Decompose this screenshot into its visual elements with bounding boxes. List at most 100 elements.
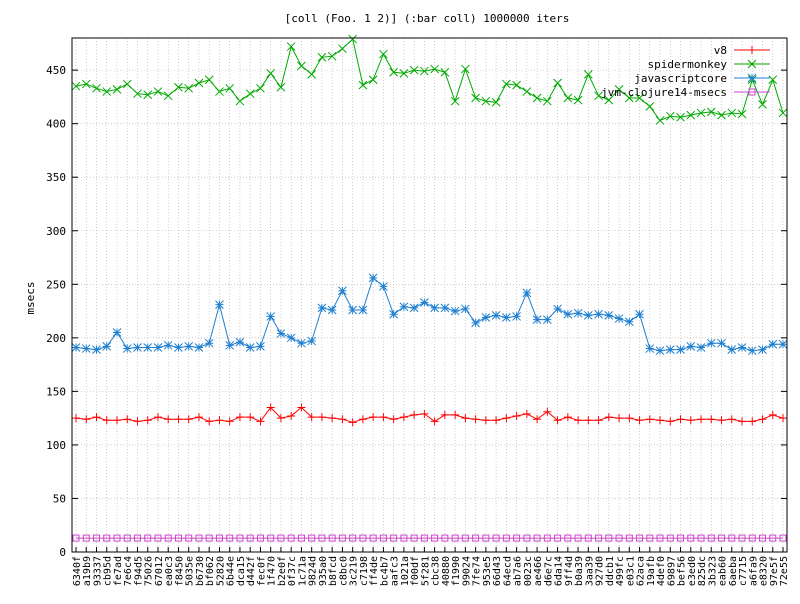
data-point xyxy=(256,83,265,93)
data-point xyxy=(420,534,428,542)
data-point xyxy=(420,298,429,307)
data-point xyxy=(276,82,286,92)
data-point xyxy=(92,345,101,354)
x-tick-label: d442f xyxy=(246,556,257,586)
data-point xyxy=(348,418,357,427)
data-point xyxy=(677,534,685,542)
data-point xyxy=(430,303,439,313)
x-tick-label: 72e55 xyxy=(779,556,790,586)
data-point xyxy=(646,534,654,542)
data-point xyxy=(491,97,501,107)
data-point xyxy=(389,415,398,424)
series-layer xyxy=(71,34,788,542)
data-point xyxy=(368,75,378,85)
data-point xyxy=(727,345,737,354)
data-point xyxy=(286,42,296,51)
data-point xyxy=(420,409,429,418)
data-point xyxy=(655,116,665,125)
data-point xyxy=(501,79,511,89)
data-point xyxy=(72,414,80,423)
data-point xyxy=(174,534,182,542)
x-tick-label: 69897 xyxy=(666,556,677,586)
data-point xyxy=(450,306,460,316)
data-point xyxy=(758,345,767,354)
data-point xyxy=(625,414,634,423)
data-point xyxy=(276,329,286,338)
data-point xyxy=(441,534,449,542)
data-point xyxy=(430,64,439,74)
data-point xyxy=(215,300,224,309)
data-point xyxy=(153,87,163,96)
data-point xyxy=(737,109,747,119)
data-point xyxy=(399,413,408,422)
data-point xyxy=(697,534,705,542)
data-point xyxy=(112,328,122,337)
data-point xyxy=(738,417,747,426)
data-point xyxy=(246,413,255,422)
data-point xyxy=(543,534,551,542)
data-point xyxy=(728,534,736,542)
data-point xyxy=(297,403,306,412)
data-point xyxy=(297,534,305,542)
x-tick-label: 67012 xyxy=(154,556,165,586)
data-point xyxy=(184,415,193,424)
data-point xyxy=(277,534,285,542)
data-point xyxy=(471,415,480,424)
data-point xyxy=(226,534,234,542)
data-point xyxy=(317,52,327,62)
data-point xyxy=(768,75,778,85)
data-point xyxy=(245,343,255,352)
series-line xyxy=(75,406,784,423)
data-point xyxy=(409,303,419,313)
data-point xyxy=(481,96,491,106)
data-point xyxy=(256,342,265,351)
data-point xyxy=(461,64,470,74)
legend-marker xyxy=(747,73,757,83)
data-point xyxy=(522,409,531,418)
data-point xyxy=(236,534,244,542)
data-point xyxy=(542,96,552,106)
data-point xyxy=(727,108,737,118)
data-point xyxy=(624,93,634,103)
x-tick-label: f00df xyxy=(410,556,421,586)
data-point xyxy=(768,339,778,349)
series-javascriptcore xyxy=(71,273,788,356)
data-point xyxy=(215,534,223,542)
data-point xyxy=(379,413,388,422)
data-point xyxy=(102,416,111,425)
data-point xyxy=(174,343,183,352)
data-point xyxy=(297,61,306,71)
y-tick-label: 50 xyxy=(53,492,66,505)
x-tick-label: f1990 xyxy=(451,556,462,586)
x-tick-label: 7fe74 xyxy=(472,556,483,586)
y-tick-label: 300 xyxy=(46,225,66,238)
data-point xyxy=(112,85,122,94)
data-point xyxy=(246,534,254,542)
x-tick-label: 64ecd xyxy=(502,556,513,586)
x-tick-label: e03c1 xyxy=(625,556,636,586)
data-point xyxy=(604,413,613,422)
data-point xyxy=(502,414,511,423)
data-point xyxy=(563,93,573,103)
data-point xyxy=(707,415,716,424)
data-point xyxy=(287,534,295,542)
x-tick-label: f8450 xyxy=(174,556,185,586)
x-tick-label: 5f281 xyxy=(420,556,431,586)
data-point xyxy=(512,312,521,321)
data-point xyxy=(379,282,388,291)
x-tick-label: 7e6c4 xyxy=(123,556,134,586)
data-point xyxy=(205,417,214,426)
data-point xyxy=(338,44,347,54)
data-point xyxy=(113,534,121,542)
data-point xyxy=(502,534,510,542)
data-point xyxy=(317,303,327,313)
data-point xyxy=(666,534,674,542)
data-point xyxy=(451,410,460,419)
data-point xyxy=(604,95,614,105)
data-point xyxy=(440,410,449,419)
x-tick-label: 5035e xyxy=(185,556,196,586)
data-point xyxy=(410,410,419,419)
data-point xyxy=(163,91,173,101)
data-point xyxy=(358,80,368,90)
data-point xyxy=(379,49,388,59)
